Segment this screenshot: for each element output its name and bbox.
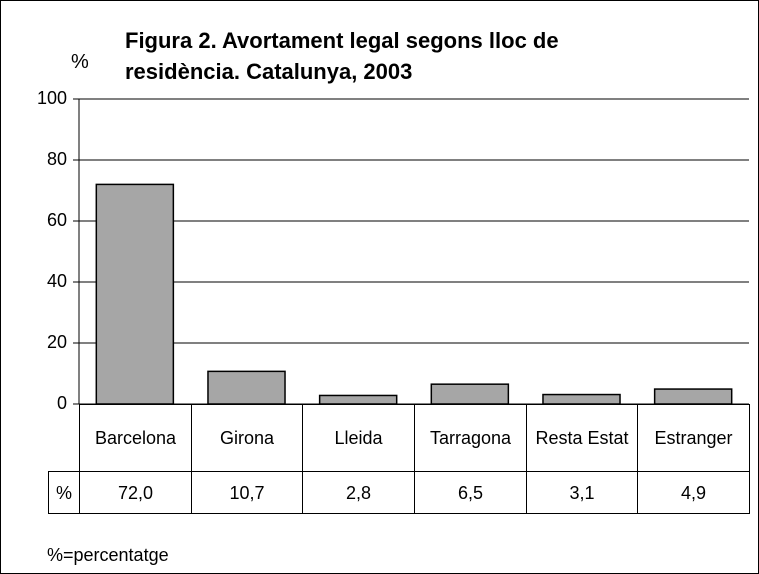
y-tick-label: 40: [47, 271, 67, 291]
bar: [430, 383, 510, 405]
value-cell: 6,5: [414, 471, 527, 514]
bar: [207, 370, 286, 405]
bar: [95, 183, 175, 405]
y-tick-label: 0: [57, 393, 67, 413]
value-cell: 2,8: [302, 471, 415, 514]
row-header: %: [48, 471, 80, 514]
category-cell: Resta Estat: [526, 404, 638, 472]
footnote: %=percentatge: [47, 545, 169, 565]
category-cell: Estranger: [637, 404, 750, 472]
bar: [653, 388, 733, 405]
value-cell: 3,1: [526, 471, 638, 514]
category-cell: Lleida: [302, 404, 415, 472]
category-cell: Tarragona: [414, 404, 527, 472]
y-tick-label: 80: [47, 149, 67, 169]
y-tick-label: 20: [47, 332, 67, 352]
value-cell: 10,7: [191, 471, 303, 514]
bar: [318, 394, 398, 405]
value-cell: 72,0: [79, 471, 192, 514]
y-axis-label: %: [71, 51, 89, 73]
category-cell: Barcelona: [79, 404, 192, 472]
bar: [542, 393, 621, 405]
category-cell: Girona: [191, 404, 303, 472]
y-tick-label: 100: [37, 88, 67, 108]
y-tick-label: 60: [47, 210, 67, 230]
chart-title: Figura 2. Avortament legal segons lloc d…: [125, 28, 559, 84]
value-cell: 4,9: [637, 471, 750, 514]
